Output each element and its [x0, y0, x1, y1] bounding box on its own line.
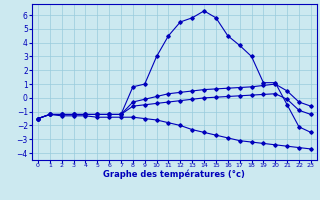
- X-axis label: Graphe des températures (°c): Graphe des températures (°c): [103, 170, 245, 179]
